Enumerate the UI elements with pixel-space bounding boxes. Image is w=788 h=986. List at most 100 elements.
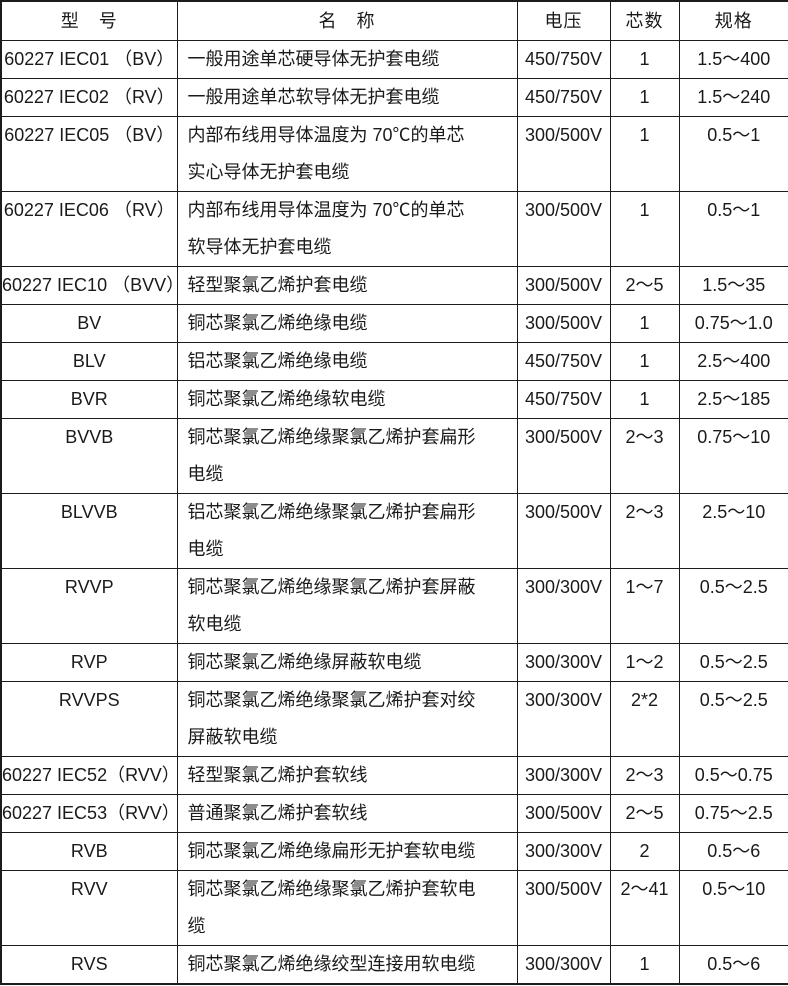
cell-cores: 1 [609, 191, 680, 267]
cell-model: RVVP [0, 568, 178, 644]
cell-name: 铜芯聚氯乙烯绝缘软电缆 [176, 380, 518, 419]
cell-spec: 0.5～1 [678, 116, 788, 192]
cell-spec: 0.5～0.75 [678, 756, 788, 795]
table-row: RVP 铜芯聚氯乙烯绝缘屏蔽软电缆 300/300V 1～2 0.5～2.5 [0, 643, 788, 682]
cable-name-text: 普通聚氯乙烯护套软线 [187, 803, 368, 823]
cell-voltage: 300/500V [516, 116, 611, 192]
cell-voltage: 450/750V [516, 342, 611, 381]
cell-voltage: 300/500V [516, 493, 611, 569]
cable-name-text: 铜芯聚氯乙烯绝缘扁形无护套软电缆 [187, 841, 476, 861]
cell-voltage: 300/300V [516, 756, 611, 795]
cell-spec: 0.5～6 [678, 832, 788, 871]
cell-cores: 2～3 [609, 418, 680, 494]
cell-model: RVB [0, 832, 178, 871]
cell-voltage: 300/500V [516, 266, 611, 305]
cell-cores: 1 [609, 304, 680, 343]
cell-voltage: 300/300V [516, 681, 611, 757]
cell-cores: 2*2 [609, 681, 680, 757]
cell-cores: 2～5 [609, 266, 680, 305]
col-header-cores: 芯数 [609, 0, 680, 41]
cell-name: 铜芯聚氯乙烯绝缘绞型连接用软电缆 [176, 945, 518, 985]
cable-name-text: 一般用途单芯硬导体无护套电缆 [187, 49, 440, 69]
cell-model: RVV [0, 870, 178, 946]
cell-cores: 1 [609, 380, 680, 419]
cable-name-text: 内部布线用导体温度为 70℃的单芯软导体无护套电缆 [187, 200, 465, 257]
cell-spec: 1.5～240 [678, 78, 788, 117]
cell-voltage: 300/500V [516, 418, 611, 494]
col-header-name: 名 称 [176, 0, 518, 41]
cell-spec: 0.5～2.5 [678, 643, 788, 682]
cell-voltage: 300/300V [516, 568, 611, 644]
cable-name-text: 铝芯聚氯乙烯绝缘电缆 [187, 351, 368, 371]
table-row: BLV 铝芯聚氯乙烯绝缘电缆 450/750V 1 2.5～400 [0, 342, 788, 381]
cell-voltage: 300/500V [516, 191, 611, 267]
cell-cores: 1～7 [609, 568, 680, 644]
cell-model: RVVPS [0, 681, 178, 757]
cable-name-text: 铜芯聚氯乙烯绝缘软电缆 [187, 389, 386, 409]
cell-voltage: 300/500V [516, 794, 611, 833]
cable-name-text: 内部布线用导体温度为 70℃的单芯实心导体无护套电缆 [187, 125, 465, 182]
cable-name-text: 铜芯聚氯乙烯绝缘电缆 [187, 313, 368, 333]
cell-model: 60227 IEC06 （RV） [0, 191, 178, 267]
table-row: RVS 铜芯聚氯乙烯绝缘绞型连接用软电缆 300/300V 1 0.5～6 [0, 945, 788, 985]
cell-cores: 1 [609, 342, 680, 381]
cell-cores: 2～41 [609, 870, 680, 946]
cable-name-text: 铝芯聚氯乙烯绝缘聚氯乙烯护套扁形电缆 [187, 502, 476, 559]
cell-cores: 1 [609, 945, 680, 985]
cell-model: BV [0, 304, 178, 343]
cell-voltage: 450/750V [516, 380, 611, 419]
cell-model: 60227 IEC05 （BV） [0, 116, 178, 192]
cell-spec: 0.75～10 [678, 418, 788, 494]
cell-name: 内部布线用导体温度为 70℃的单芯实心导体无护套电缆 [176, 116, 518, 192]
cell-name: 一般用途单芯软导体无护套电缆 [176, 78, 518, 117]
cell-voltage: 450/750V [516, 78, 611, 117]
cell-cores: 1 [609, 116, 680, 192]
table-row: 60227 IEC53（RVV） 普通聚氯乙烯护套软线 300/500V 2～5… [0, 794, 788, 833]
cell-name: 铜芯聚氯乙烯绝缘聚氯乙烯护套屏蔽软电缆 [176, 568, 518, 644]
cable-name-text: 轻型聚氯乙烯护套软线 [187, 765, 368, 785]
cell-name: 铜芯聚氯乙烯绝缘扁形无护套软电缆 [176, 832, 518, 871]
cell-spec: 0.5～1 [678, 191, 788, 267]
cell-cores: 1 [609, 40, 680, 79]
col-header-voltage: 电压 [516, 0, 611, 41]
cell-voltage: 450/750V [516, 40, 611, 79]
cell-model: RVP [0, 643, 178, 682]
table-row: 60227 IEC05 （BV） 内部布线用导体温度为 70℃的单芯实心导体无护… [0, 116, 788, 192]
cell-spec: 0.5～6 [678, 945, 788, 985]
table-row: RVB 铜芯聚氯乙烯绝缘扁形无护套软电缆 300/300V 2 0.5～6 [0, 832, 788, 871]
table-row: 60227 IEC52（RVV） 轻型聚氯乙烯护套软线 300/300V 2～3… [0, 756, 788, 795]
cell-name: 轻型聚氯乙烯护套电缆 [176, 266, 518, 305]
cell-cores: 2～5 [609, 794, 680, 833]
cell-model: 60227 IEC53（RVV） [0, 794, 178, 833]
cell-voltage: 300/300V [516, 832, 611, 871]
cell-model: 60227 IEC52（RVV） [0, 756, 178, 795]
cell-voltage: 300/300V [516, 945, 611, 985]
cell-spec: 0.75～1.0 [678, 304, 788, 343]
cable-name-text: 铜芯聚氯乙烯绝缘聚氯乙烯护套软电缆 [187, 879, 476, 936]
cell-model: BLVVB [0, 493, 178, 569]
cell-model: 60227 IEC01 （BV） [0, 40, 178, 79]
cell-spec: 0.5～2.5 [678, 681, 788, 757]
col-header-model: 型 号 [0, 0, 178, 41]
cell-cores: 2～3 [609, 756, 680, 795]
cell-cores: 2～3 [609, 493, 680, 569]
cell-cores: 1 [609, 78, 680, 117]
table-row: BVVB 铜芯聚氯乙烯绝缘聚氯乙烯护套扁形电缆 300/500V 2～3 0.7… [0, 418, 788, 494]
cell-voltage: 300/500V [516, 870, 611, 946]
cell-name: 铝芯聚氯乙烯绝缘电缆 [176, 342, 518, 381]
cable-name-text: 铜芯聚氯乙烯绝缘聚氯乙烯护套屏蔽软电缆 [187, 577, 476, 634]
table-row: 60227 IEC02 （RV） 一般用途单芯软导体无护套电缆 450/750V… [0, 78, 788, 117]
cell-spec: 2.5～185 [678, 380, 788, 419]
table-row: RVV 铜芯聚氯乙烯绝缘聚氯乙烯护套软电缆 300/500V 2～41 0.5～… [0, 870, 788, 946]
table-row: 60227 IEC06 （RV） 内部布线用导体温度为 70℃的单芯软导体无护套… [0, 191, 788, 267]
cell-spec: 1.5～35 [678, 266, 788, 305]
cable-name-text: 一般用途单芯软导体无护套电缆 [187, 87, 440, 107]
cell-model: BVR [0, 380, 178, 419]
cell-name: 铜芯聚氯乙烯绝缘聚氯乙烯护套扁形电缆 [176, 418, 518, 494]
cable-name-text: 铜芯聚氯乙烯绝缘聚氯乙烯护套对绞屏蔽软电缆 [187, 690, 476, 747]
cable-name-text: 铜芯聚氯乙烯绝缘屏蔽软电缆 [187, 652, 422, 672]
col-header-spec: 规格 [678, 0, 788, 41]
cable-name-text: 铜芯聚氯乙烯绝缘绞型连接用软电缆 [187, 954, 476, 974]
cell-name: 一般用途单芯硬导体无护套电缆 [176, 40, 518, 79]
table-row: 60227 IEC01 （BV） 一般用途单芯硬导体无护套电缆 450/750V… [0, 40, 788, 79]
